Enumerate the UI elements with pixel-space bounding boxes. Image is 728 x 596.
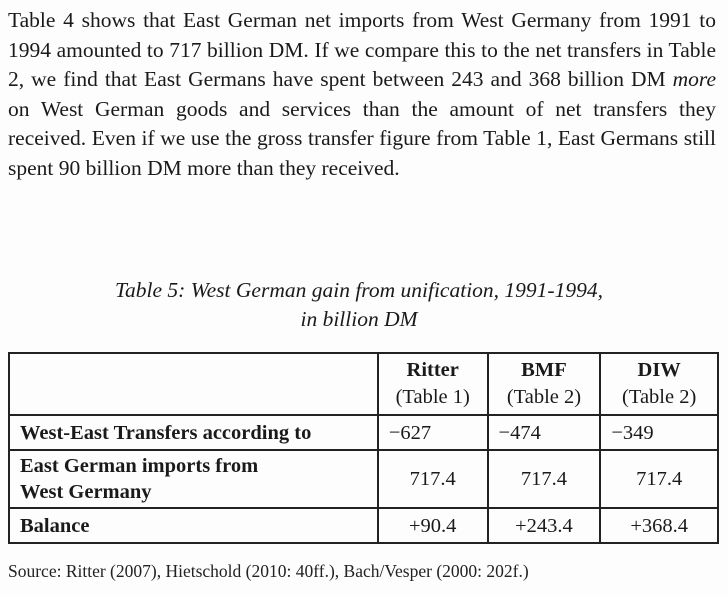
table-caption-line2: in billion DM [300, 307, 418, 331]
header-bmf: BMF (Table 2) [486, 352, 602, 416]
header-ritter: Ritter (Table 1) [376, 352, 489, 416]
cell-diw: −349 [599, 414, 719, 451]
paragraph-text-part1: Table 4 shows that East German net impor… [8, 8, 716, 92]
source-note: Source: Ritter (2007), Hietschold (2010:… [8, 561, 529, 581]
header-name: DIW [637, 359, 681, 381]
paragraph-emphasis: more [672, 67, 716, 92]
header-diw: DIW (Table 2) [599, 352, 719, 416]
row-label: East German imports from West Germany [8, 449, 379, 509]
cell-bmf: 717.4 [486, 449, 602, 509]
row-label-line2: West Germany [20, 481, 152, 503]
cell-ritter: 717.4 [376, 449, 489, 509]
table-header-row: Ritter (Table 1) BMF (Table 2) DIW (Tabl… [8, 352, 719, 416]
cell-diw: +368.4 [599, 507, 719, 544]
cell-diw: 717.4 [599, 449, 719, 509]
table-row-transfers: West-East Transfers according to −627 −4… [8, 414, 719, 451]
paragraph-text-part2: on West German goods and services than t… [8, 96, 716, 180]
header-name: Ritter [406, 359, 459, 381]
header-sub: (Table 2) [506, 386, 582, 408]
header-name: BMF [521, 359, 567, 381]
cell-bmf: −474 [486, 414, 602, 451]
header-sub: (Table 1) [395, 386, 470, 408]
table-row-balance: Balance +90.4 +243.4 +368.4 [8, 507, 719, 544]
row-label-line1: East German imports from [20, 455, 259, 477]
cell-ritter: +90.4 [376, 507, 489, 544]
table-row-imports: East German imports from West Germany 71… [8, 449, 719, 509]
table-caption-line1: Table 5: West German gain from unificati… [115, 278, 603, 302]
cell-ritter: −627 [376, 414, 489, 451]
cell-bmf: +243.4 [486, 507, 602, 544]
header-sub: (Table 2) [622, 386, 697, 408]
body-paragraph: Table 4 shows that East German net impor… [8, 6, 716, 184]
gain-table: Ritter (Table 1) BMF (Table 2) DIW (Tabl… [8, 352, 719, 544]
row-label: Balance [8, 507, 379, 544]
row-label: West-East Transfers according to [8, 414, 379, 451]
header-empty-cell [8, 352, 379, 416]
